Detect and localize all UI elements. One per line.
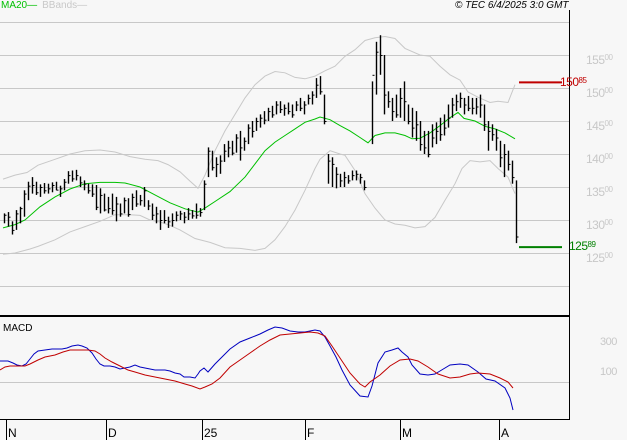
- signal-line: [0, 331, 514, 390]
- low-level-tag: 12589: [569, 239, 596, 253]
- price-axis-label: 13000: [586, 218, 613, 232]
- price-axis-label: 15000: [586, 86, 613, 100]
- bband-upper-line: [2, 35, 516, 190]
- time-axis-label: A: [501, 426, 510, 440]
- time-axis-label: F: [307, 426, 315, 440]
- bband-lower-line: [2, 150, 516, 255]
- time-axis-label: 25: [204, 426, 218, 440]
- copyright-timestamp: © TEC 6/4/2025 3:0 GMT: [455, 0, 569, 11]
- time-axis-label: M: [402, 426, 412, 440]
- high-level-tag: 15085: [560, 75, 587, 89]
- time-axis-label: N: [8, 426, 17, 440]
- ma20-line: [2, 111, 516, 229]
- legend-bbands: BBands—: [42, 0, 88, 11]
- price-axis-label: 13500: [586, 185, 613, 199]
- price-axis-label: 14500: [586, 119, 613, 133]
- macd-pane-title: MACD: [3, 323, 33, 334]
- price-axis-label: 14000: [586, 152, 613, 166]
- macd-axis-label: 300: [600, 336, 617, 348]
- macd-line: [0, 326, 514, 411]
- legend-ma20: MA20—: [1, 0, 38, 11]
- macd-axis-label: 100: [600, 366, 617, 378]
- price-axis-label: 15500: [586, 53, 613, 67]
- price-axis-label: 12500: [586, 251, 613, 265]
- time-axis-label: D: [108, 426, 117, 440]
- chart-legend: MA20— BBands—: [1, 0, 87, 11]
